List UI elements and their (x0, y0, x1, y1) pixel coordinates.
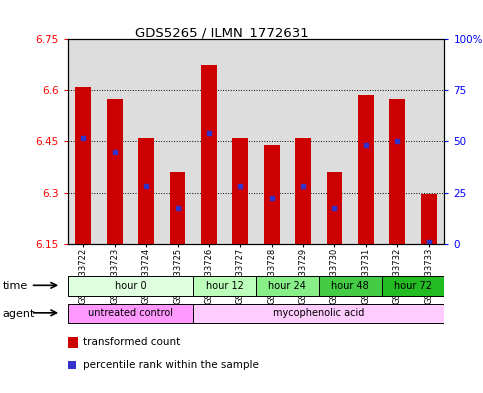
Text: transformed count: transformed count (83, 337, 180, 347)
Bar (193, 304, 444, 323)
Bar (75, 87, 91, 244)
Text: mycophenolic acid: mycophenolic acid (273, 309, 365, 318)
Bar (170, 172, 185, 244)
Bar (162, 39, 193, 244)
Bar (201, 65, 217, 244)
Bar (389, 99, 405, 244)
Text: hour 48: hour 48 (331, 281, 369, 291)
Bar (287, 39, 319, 244)
Text: untreated control: untreated control (88, 309, 173, 318)
Bar (421, 194, 437, 244)
Bar (99, 39, 130, 244)
Bar (138, 138, 154, 244)
Text: GDS5265 / ILMN_1772631: GDS5265 / ILMN_1772631 (135, 26, 309, 39)
Bar (68, 39, 99, 244)
Bar (68, 276, 193, 296)
Text: hour 72: hour 72 (394, 281, 432, 291)
Bar (232, 138, 248, 244)
Text: agent: agent (2, 309, 35, 319)
Bar (358, 95, 374, 244)
Text: time: time (2, 281, 28, 291)
Bar (193, 39, 225, 244)
Bar (382, 276, 444, 296)
Text: hour 0: hour 0 (114, 281, 146, 291)
Bar (413, 39, 444, 244)
Text: percentile rank within the sample: percentile rank within the sample (83, 360, 259, 370)
Text: hour 12: hour 12 (206, 281, 243, 291)
Bar (130, 39, 162, 244)
Bar (264, 145, 280, 244)
Bar (256, 39, 287, 244)
Bar (350, 39, 382, 244)
Text: hour 24: hour 24 (269, 281, 306, 291)
Bar (382, 39, 413, 244)
Bar (319, 276, 382, 296)
Bar (193, 276, 256, 296)
Bar (295, 138, 311, 244)
Bar (256, 276, 319, 296)
Bar (225, 39, 256, 244)
Bar (319, 39, 350, 244)
Bar (327, 172, 342, 244)
Bar (107, 99, 123, 244)
Bar (68, 304, 193, 323)
